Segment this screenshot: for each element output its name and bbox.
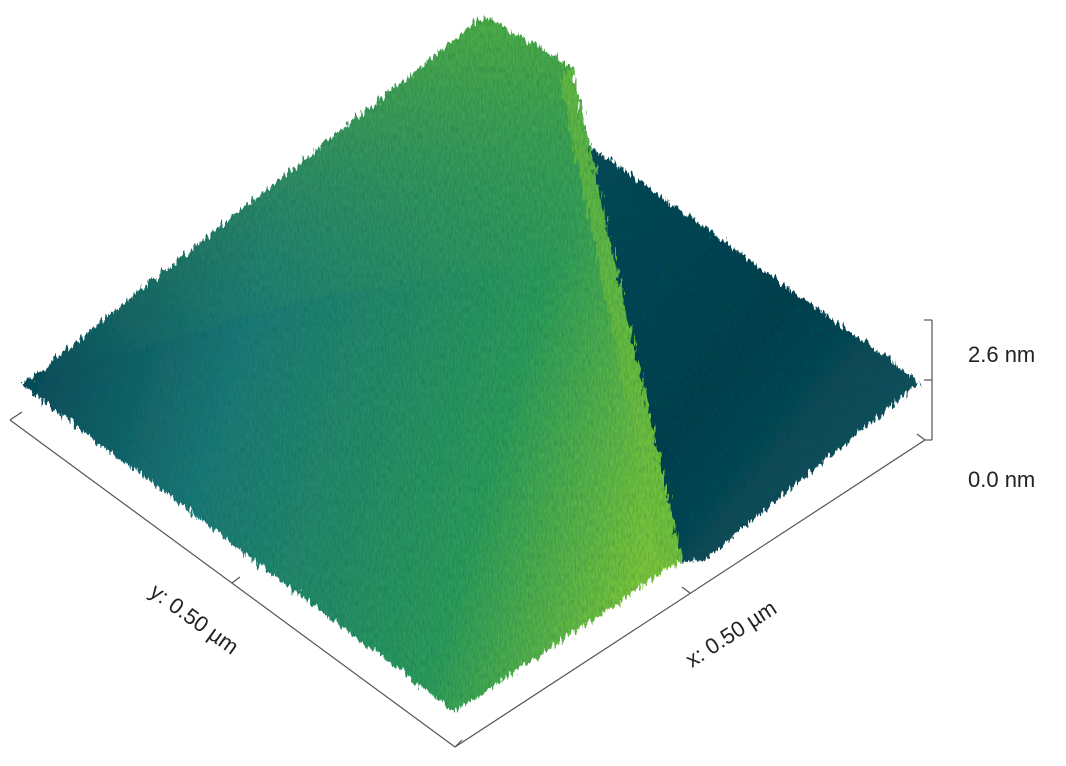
z-bottom-label: 0.0 nm (968, 467, 1035, 492)
surface (22, 15, 920, 712)
x-axis-label: x: 0.50 µm (681, 595, 781, 672)
axes (9, 319, 933, 748)
z-top-label: 2.6 nm (968, 342, 1035, 367)
y-axis-label: y: 0.50 µm (145, 578, 243, 659)
